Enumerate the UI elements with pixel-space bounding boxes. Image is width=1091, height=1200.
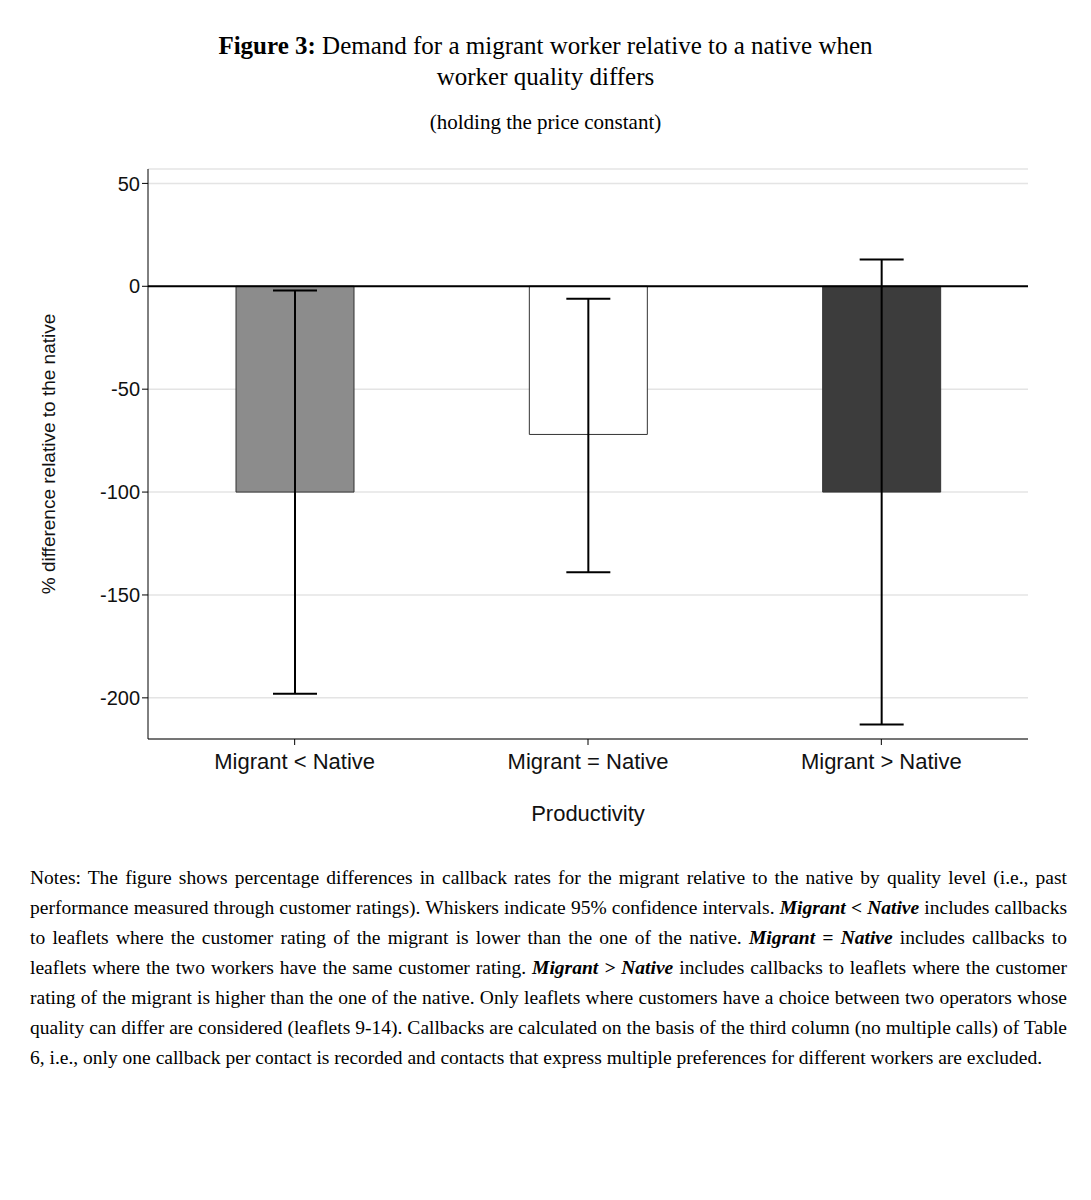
svg-text:% difference relative to the n: % difference relative to the native <box>38 314 59 595</box>
html-text:(holding the price constant): (holding the price constant) <box>429 110 662 134</box>
html-text:Figure 3: Demand for a migrant: Figure 3: Demand for a migrant worker re… <box>218 32 873 90</box>
svg-text:-150: -150 <box>100 584 140 606</box>
svg-text:Migrant > Native: Migrant > Native <box>801 749 962 774</box>
html-text:Notes: The figure shows percen: Notes: The figure shows percentage diffe… <box>30 867 1067 1068</box>
svg-text:-50: -50 <box>111 378 140 400</box>
svg-text:Migrant = Native: Migrant = Native <box>508 749 669 774</box>
svg-text:50: 50 <box>118 173 140 195</box>
svg-text:0: 0 <box>129 275 140 297</box>
svg-text:Productivity: Productivity <box>531 801 645 826</box>
svg-text:-100: -100 <box>100 481 140 503</box>
svg-text:Migrant < Native: Migrant < Native <box>214 749 375 774</box>
svg-text:-200: -200 <box>100 687 140 709</box>
